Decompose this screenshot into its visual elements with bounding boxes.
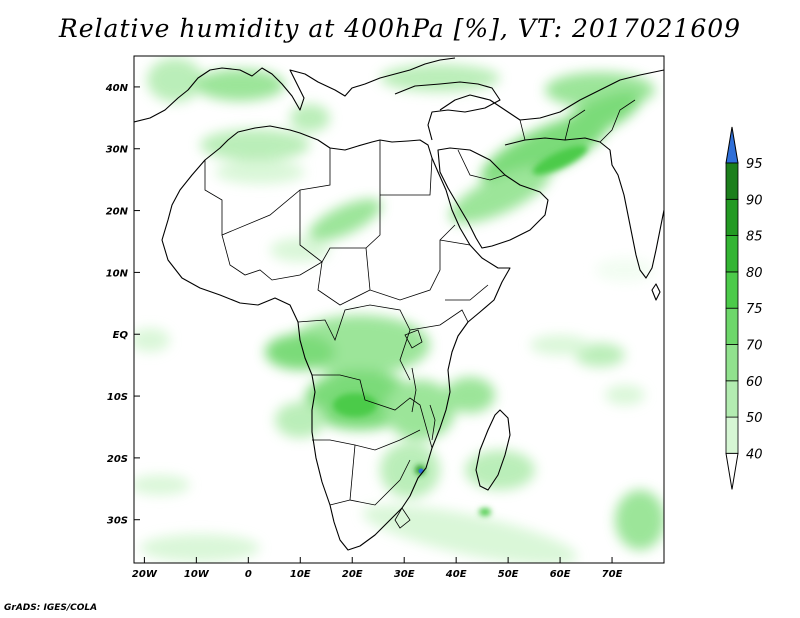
colorbar-level-label: 70 bbox=[746, 339, 763, 354]
colorbar-swatch bbox=[725, 307, 739, 345]
credit-label: GrADS: IGES/COLA bbox=[4, 603, 98, 613]
map-frame bbox=[133, 55, 665, 564]
latitude-axis: 40N 30N 20N 10N EQ 10S 20S 30S bbox=[105, 83, 140, 527]
lon-tick-label: 0 bbox=[245, 569, 252, 580]
lon-tick-label: 60E bbox=[550, 569, 571, 580]
colorbar-level-label: 40 bbox=[746, 447, 763, 462]
lat-tick-label: EQ bbox=[113, 330, 129, 341]
map-panel bbox=[134, 56, 664, 563]
colorbar-level-label: 95 bbox=[746, 157, 763, 172]
colorbar-level-label: 90 bbox=[746, 193, 763, 208]
colorbar-swatch bbox=[725, 380, 739, 418]
lat-tick-label: 20N bbox=[106, 207, 129, 218]
colorbar-swatch bbox=[725, 162, 739, 200]
colorbar-swatch bbox=[725, 235, 739, 273]
colorbar-swatch bbox=[725, 344, 739, 382]
colorbar-swatch bbox=[725, 198, 739, 237]
lat-tick-label: 30N bbox=[106, 145, 129, 156]
lakes bbox=[404, 329, 436, 441]
colorbar-under-triangle bbox=[725, 452, 739, 490]
longitude-axis: 20W 10W 0 10E 20E 30E 40E 50E 60E 70E bbox=[132, 557, 623, 580]
map-title: Relative humidity at 400hPa [%], VT: 201… bbox=[58, 14, 742, 43]
lat-tick-label: 10N bbox=[106, 268, 129, 279]
colorbar-level-label: 60 bbox=[746, 375, 763, 390]
lon-tick-label: 50E bbox=[498, 569, 519, 580]
colorbar: 40 50 60 70 75 80 85 90 95 bbox=[725, 126, 763, 490]
colorbar-level-label: 75 bbox=[746, 302, 763, 317]
lon-tick-label: 30E bbox=[394, 569, 415, 580]
lon-tick-label: 10E bbox=[290, 569, 311, 580]
lat-tick-label: 10S bbox=[107, 392, 128, 403]
colorbar-level-label: 85 bbox=[746, 230, 763, 245]
lon-tick-label: 20W bbox=[132, 569, 158, 580]
lon-tick-label: 70E bbox=[602, 569, 623, 580]
country-borders bbox=[204, 99, 636, 529]
colorbar-level-label: 80 bbox=[746, 266, 763, 281]
lon-tick-label: 40E bbox=[445, 569, 467, 580]
colorbar-over-triangle bbox=[725, 126, 739, 164]
lon-tick-label: 20E bbox=[342, 569, 363, 580]
colorbar-level-label: 50 bbox=[746, 411, 763, 426]
lat-tick-label: 20S bbox=[107, 454, 128, 465]
colorbar-swatch bbox=[725, 416, 739, 454]
lat-tick-label: 30S bbox=[107, 516, 128, 527]
lon-tick-label: 10W bbox=[184, 569, 210, 580]
colorbar-swatch bbox=[725, 271, 739, 309]
lat-tick-label: 40N bbox=[105, 83, 129, 94]
humidity-field bbox=[134, 58, 664, 563]
